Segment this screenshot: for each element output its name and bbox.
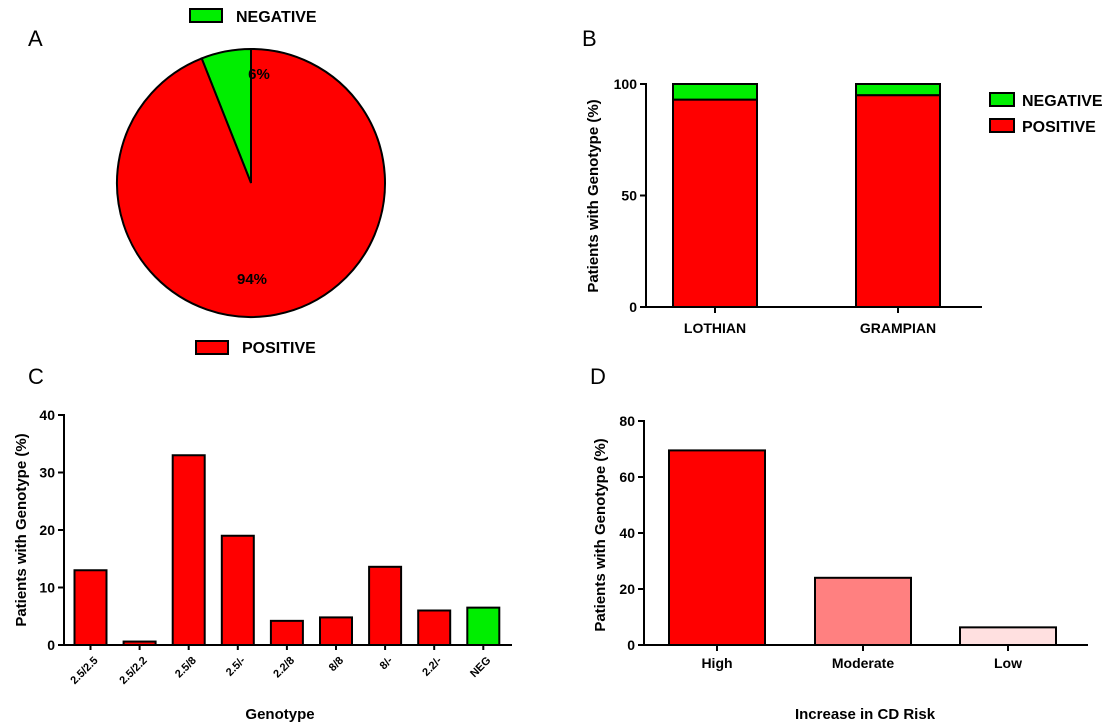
panel-letter-b: B bbox=[582, 26, 597, 51]
bar-grampian-positive bbox=[855, 94, 941, 309]
bar-genotype bbox=[319, 616, 353, 647]
y-tick-label-b: 50 bbox=[621, 188, 637, 204]
legend-swatch-negative-b bbox=[989, 92, 1015, 107]
bar-genotype bbox=[269, 619, 304, 646]
panel-d-bar-chart: D Patients with Genotype (%) 0 20 40 60 80 Hi… bbox=[590, 364, 1088, 723]
pie-slice-positive bbox=[116, 47, 386, 318]
bar-genotype bbox=[220, 534, 255, 646]
panel-b-stacked-bar-chart: B Patients with Genotype (%) 0 50 100 LOTH… bbox=[582, 26, 1103, 336]
y-tick-label-d: 60 bbox=[619, 469, 635, 485]
y-tick-label-b: 100 bbox=[614, 76, 638, 92]
y-tick-label-d: 0 bbox=[627, 637, 635, 653]
x-tick-label-c: 2.2/8 bbox=[271, 655, 297, 681]
x-tick-label-grampian: GRAMPIAN bbox=[860, 320, 936, 336]
y-axis-title-c: Patients with Genotype (%) bbox=[13, 433, 30, 626]
x-tick-label-c: 2.2/- bbox=[420, 654, 444, 678]
bar-genotype bbox=[417, 609, 452, 646]
legend-swatch-negative bbox=[189, 8, 223, 23]
y-axis-title-d: Patients with Genotype (%) bbox=[592, 438, 609, 631]
bar-genotype bbox=[171, 454, 206, 646]
x-tick-label-d: High bbox=[701, 655, 732, 671]
x-tick-label-c: 2.5/2.5 bbox=[68, 655, 100, 687]
bar-genotype bbox=[73, 569, 108, 646]
y-axis-title-b: Patients with Genotype (%) bbox=[585, 99, 602, 292]
legend-label-positive: POSITIVE bbox=[242, 340, 316, 357]
x-tick-label-lothian: LOTHIAN bbox=[684, 320, 746, 336]
bar-risk-low bbox=[959, 626, 1057, 646]
panel-letter-d: D bbox=[590, 364, 606, 389]
x-tick-label-c: 2.5/- bbox=[224, 654, 248, 678]
pie-value-label-negative: 6% bbox=[248, 66, 270, 83]
pie-value-label-positive: 94% bbox=[237, 271, 267, 288]
x-axis-title-d: Increase in CD Risk bbox=[795, 706, 936, 723]
legend-swatch-positive-b bbox=[989, 118, 1015, 133]
bar-genotype bbox=[122, 640, 157, 646]
x-tick-label-c: 2.5/8 bbox=[173, 655, 199, 681]
x-tick-label-d: Moderate bbox=[832, 655, 894, 671]
x-tick-label-c: 8/- bbox=[378, 654, 396, 672]
bar-risk-moderate bbox=[814, 576, 912, 646]
legend-label-negative-b: NEGATIVE bbox=[1022, 93, 1103, 110]
y-tick-label-d: 20 bbox=[619, 581, 635, 597]
bar-genotype bbox=[466, 606, 501, 646]
x-tick-label-c: 8/8 bbox=[327, 655, 346, 674]
bar-lothian-positive bbox=[672, 98, 758, 308]
panel-letter-c: C bbox=[28, 364, 44, 389]
x-tick-label-c: 2.5/2.2 bbox=[117, 655, 149, 687]
x-tick-label-c: NEG bbox=[468, 655, 493, 680]
panel-a-pie-chart: A NEGATIVE 6% 94% POSITIVE bbox=[28, 8, 386, 357]
legend-label-negative: NEGATIVE bbox=[236, 9, 317, 26]
y-tick-label-b: 0 bbox=[629, 299, 637, 315]
y-tick-label-c: 30 bbox=[39, 465, 55, 481]
bar-risk-high bbox=[668, 449, 766, 646]
legend-swatch-positive bbox=[195, 340, 229, 355]
bar-grampian-negative bbox=[855, 83, 941, 97]
y-tick-label-c: 20 bbox=[39, 522, 55, 538]
y-tick-label-c: 10 bbox=[39, 580, 55, 596]
x-axis-title-c: Genotype bbox=[245, 706, 314, 723]
y-tick-label-c: 40 bbox=[39, 407, 55, 423]
legend-label-positive-b: POSITIVE bbox=[1022, 119, 1096, 136]
bar-lothian-negative bbox=[672, 83, 758, 101]
y-tick-label-d: 80 bbox=[619, 413, 635, 429]
panel-c-bar-chart: C Patients with Genotype (%) 0 10 20 30 40 2.… bbox=[13, 364, 512, 723]
panel-letter-a: A bbox=[28, 26, 43, 51]
y-tick-label-c: 0 bbox=[47, 637, 55, 653]
x-tick-label-d: Low bbox=[994, 655, 1022, 671]
y-tick-label-d: 40 bbox=[619, 525, 635, 541]
bar-genotype bbox=[368, 565, 403, 646]
